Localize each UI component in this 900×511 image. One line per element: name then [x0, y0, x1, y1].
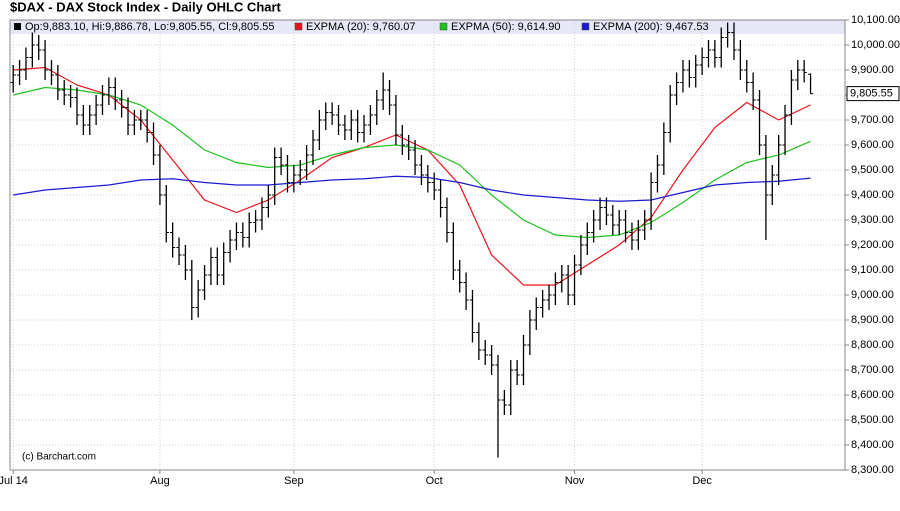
y-tick-label: 9,000.00 [851, 289, 894, 301]
ohlc-bars [10, 22, 814, 458]
chart-title: $DAX - DAX Stock Index - Daily OHLC Char… [10, 0, 282, 14]
watermark: (c) Barchart.com [22, 452, 96, 463]
legend-swatch [14, 23, 21, 30]
legend-entry: EXPMA (20): 9,760.07 [306, 21, 415, 33]
y-tick-label: 8,700.00 [851, 364, 894, 376]
legend-swatch [581, 22, 590, 31]
y-tick-label: 9,400.00 [851, 189, 894, 201]
ema-line [13, 66, 811, 286]
y-tick-label: 8,800.00 [851, 339, 894, 351]
legend-ohlc: Op:9,883.10, Hi:9,886.78, Lo:9,805.55, C… [25, 21, 275, 33]
ema-line [13, 86, 811, 239]
y-tick-label: 8,900.00 [851, 314, 894, 326]
legend-swatch [439, 22, 448, 31]
x-tick-label: Oct [426, 475, 443, 487]
y-tick-label: 8,600.00 [851, 389, 894, 401]
y-tick-label: 9,900.00 [851, 64, 894, 76]
y-tick-label: 8,400.00 [851, 439, 894, 451]
y-tick-label: 9,300.00 [851, 214, 894, 226]
last-price-box [846, 86, 900, 102]
x-tick-label: Aug [150, 475, 170, 487]
indicator-lines [13, 66, 811, 286]
y-tick-label: 8,300.00 [851, 464, 894, 476]
legend-entry: EXPMA (50): 9,614.90 [451, 21, 560, 33]
y-tick-label: 9,100.00 [851, 264, 894, 276]
x-tick-label: Dec [692, 475, 712, 487]
y-tick-label: 8,500.00 [851, 414, 894, 426]
y-tick-label: 9,600.00 [851, 139, 894, 151]
plot-frame [9, 19, 846, 471]
y-tick-label: 9,500.00 [851, 164, 894, 176]
y-tick-label: 9,200.00 [851, 239, 894, 251]
y-tick-label: 10,000.00 [851, 39, 900, 51]
x-tick-label: Jul 14 [0, 475, 28, 487]
x-tick-label: Nov [565, 475, 585, 487]
x-tick-label: Sep [284, 475, 304, 487]
legend-band [10, 20, 845, 34]
y-tick-label: 9,700.00 [851, 114, 894, 126]
ema-line [13, 175, 811, 202]
last-price-label: 9,805.55 [850, 88, 893, 100]
labels: 8,300.00 8,400.00 8,500.00 8,600.00 8,700.00… [0, 14, 900, 487]
legend-swatch [294, 22, 303, 31]
y-tick-label: 10,100.00 [851, 14, 900, 26]
legend-entry: EXPMA (200): 9,467.53 [593, 21, 709, 33]
